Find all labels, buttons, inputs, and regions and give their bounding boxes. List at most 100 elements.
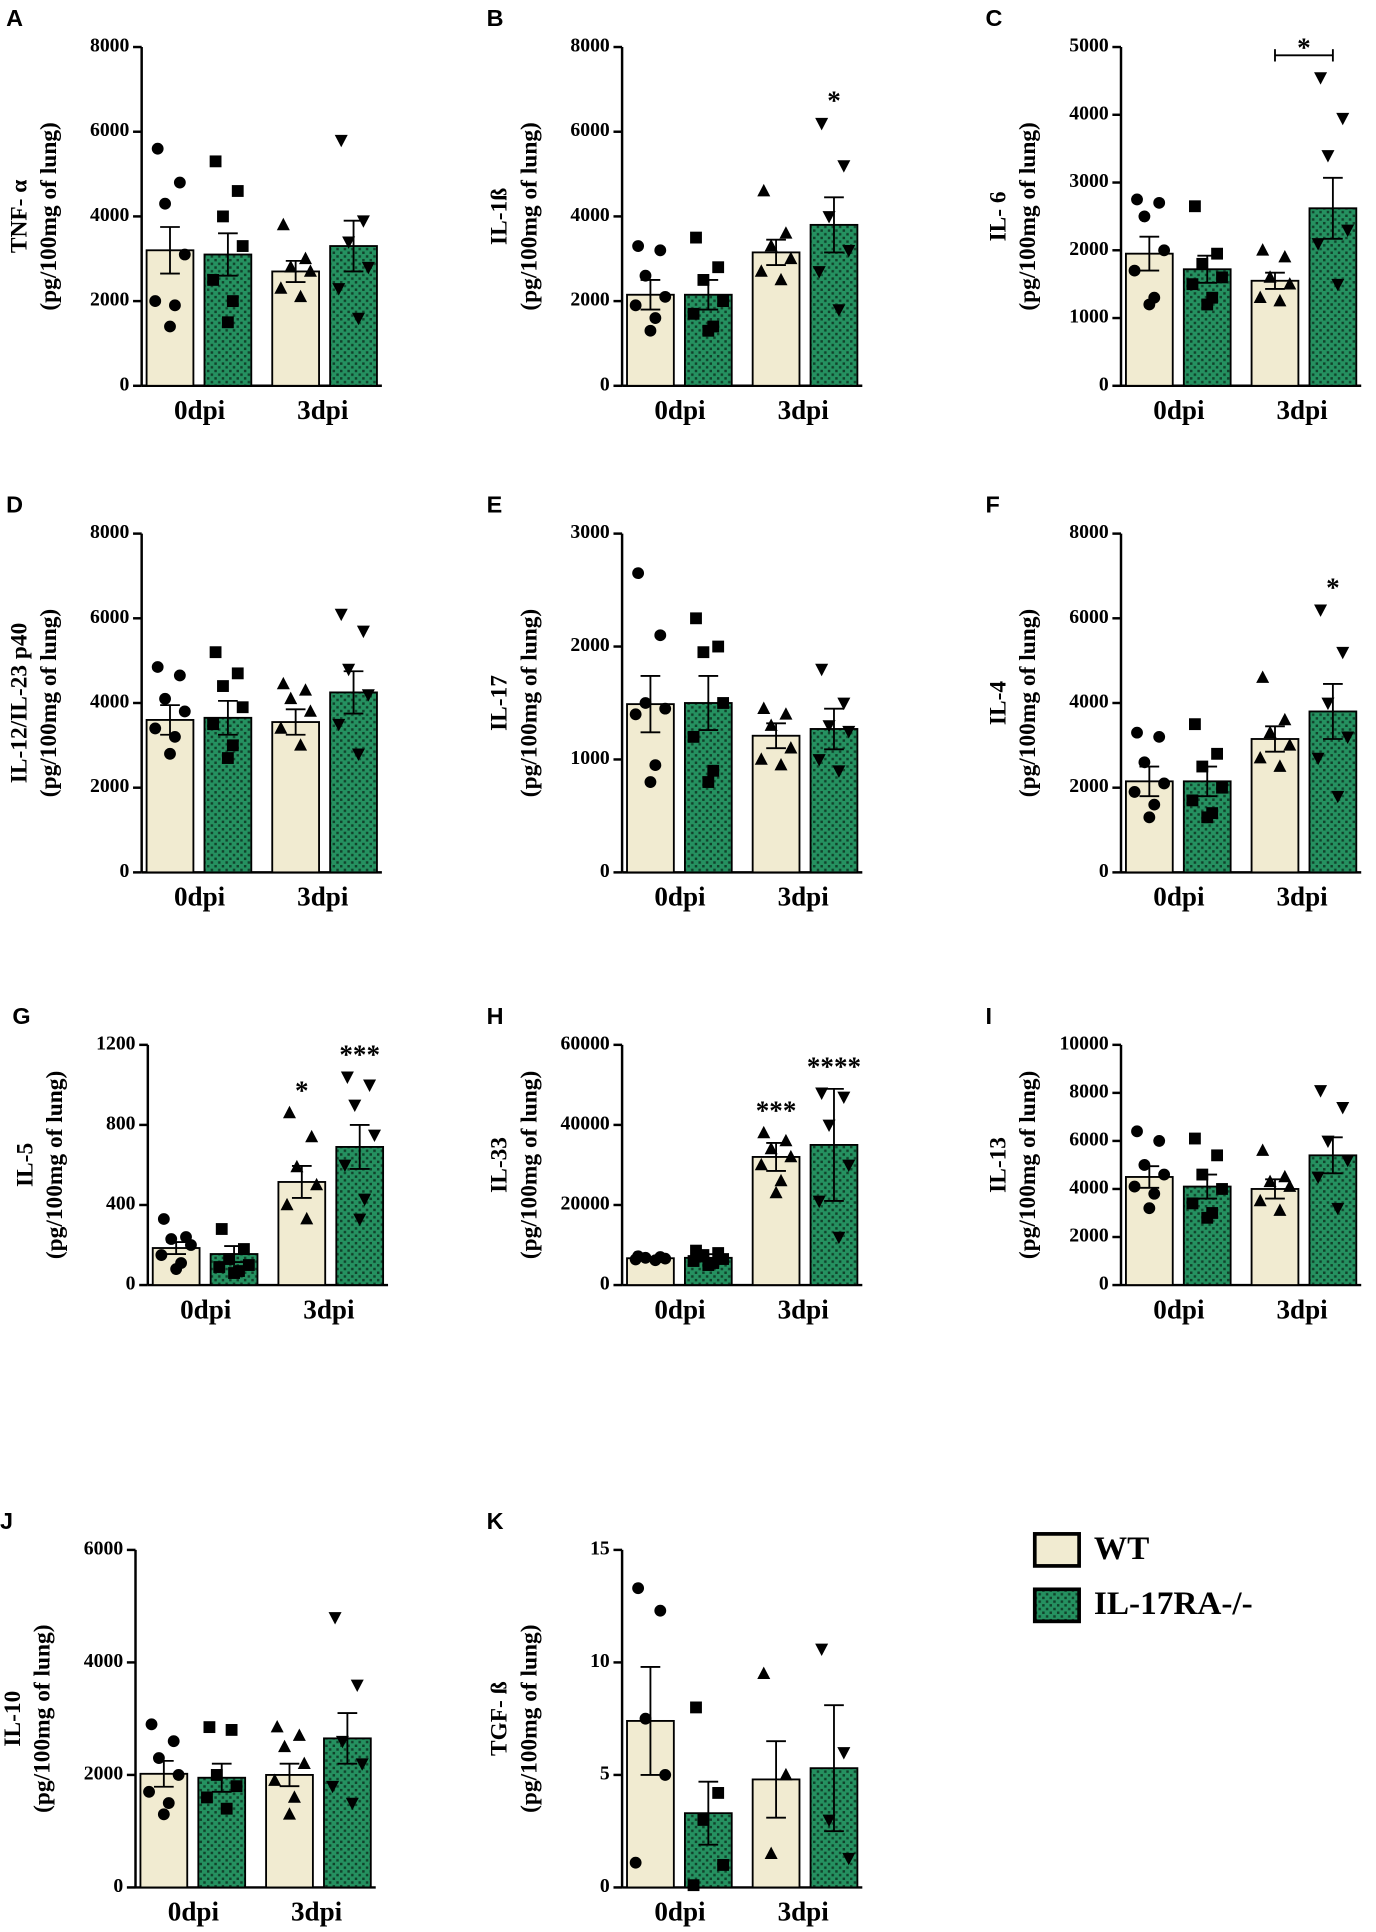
- data-point: [164, 320, 176, 333]
- data-point: [822, 211, 836, 224]
- y-tick-label: 4000: [1069, 1176, 1109, 1198]
- y-axis-unit: (pg/100mg of lung): [42, 1071, 68, 1259]
- significance-label: ***: [339, 1039, 380, 1069]
- data-point: [1138, 1159, 1151, 1171]
- data-point: [690, 1244, 702, 1257]
- bar: [271, 721, 320, 874]
- data-point: [629, 1253, 642, 1266]
- data-point: [169, 730, 181, 743]
- data-point: [629, 299, 642, 312]
- data-point: [764, 1141, 778, 1155]
- data-point: [815, 1643, 829, 1657]
- data-point: [649, 312, 662, 324]
- data-point: [1311, 238, 1325, 251]
- data-point: [822, 720, 836, 733]
- data-point: [351, 748, 365, 761]
- x-tick-label: 3dpi: [778, 1294, 830, 1324]
- data-point: [1283, 277, 1297, 290]
- data-point: [1314, 604, 1328, 617]
- data-point: [203, 1721, 216, 1734]
- data-point: [774, 758, 788, 771]
- significance-label: *: [295, 1075, 309, 1105]
- data-point: [242, 1259, 255, 1271]
- data-point: [294, 289, 308, 303]
- y-tick-label: 2000: [1069, 1225, 1109, 1247]
- y-axis-unit: (pg/100mg of lung): [516, 1071, 542, 1259]
- data-point: [1216, 271, 1228, 284]
- data-point: [356, 625, 370, 639]
- data-point: [1138, 210, 1151, 223]
- x-tick-label: 3dpi: [297, 395, 349, 425]
- error-bar: [1323, 176, 1343, 240]
- data-point: [1331, 1202, 1345, 1216]
- data-point: [779, 707, 793, 720]
- x-tick-label: 0dpi: [654, 882, 706, 912]
- data-point: [169, 299, 181, 312]
- data-point: [1153, 730, 1166, 743]
- data-point: [1331, 790, 1345, 804]
- data-point: [170, 1263, 183, 1275]
- data-point: [815, 1087, 829, 1100]
- y-tick-label: 2000: [90, 289, 130, 311]
- data-point: [832, 765, 846, 778]
- y-tick-label: 15: [590, 1537, 610, 1559]
- data-point: [217, 210, 229, 223]
- data-point: [1341, 731, 1355, 744]
- data-point: [1283, 738, 1297, 751]
- data-point: [1158, 1168, 1171, 1181]
- y-tick-label: 8000: [1069, 1080, 1109, 1102]
- data-point: [1321, 697, 1335, 711]
- data-point: [305, 1129, 319, 1143]
- data-point: [185, 1239, 197, 1251]
- error-bar: [824, 196, 844, 254]
- data-point: [268, 1773, 282, 1786]
- x-tick-label: 3dpi: [778, 1897, 830, 1927]
- data-point: [215, 1223, 228, 1235]
- data-point: [639, 697, 652, 709]
- data-point: [712, 1787, 725, 1799]
- y-tick-label: 10000: [1059, 1032, 1108, 1054]
- data-point: [351, 312, 365, 326]
- error-bar: [698, 674, 719, 732]
- y-tick-label: 0: [1099, 373, 1109, 395]
- data-point: [764, 238, 778, 252]
- x-tick-label: 3dpi: [778, 882, 830, 912]
- data-point: [1341, 224, 1355, 238]
- y-axis-label: IL- 6: [986, 191, 1012, 241]
- x-tick-label: 0dpi: [654, 1294, 706, 1324]
- y-axis-unit: (pg/100mg of lung): [516, 122, 542, 310]
- data-point: [1196, 257, 1209, 270]
- data-point: [297, 1756, 311, 1769]
- y-tick-label: 1000: [1069, 306, 1109, 328]
- data-point: [274, 721, 288, 734]
- data-point: [629, 708, 642, 721]
- data-point: [702, 1259, 715, 1271]
- data-point: [697, 1814, 710, 1826]
- data-point: [639, 269, 652, 282]
- data-point: [236, 240, 249, 252]
- data-point: [159, 692, 171, 705]
- data-point: [300, 1211, 314, 1225]
- data-point: [1131, 726, 1143, 739]
- data-point: [231, 667, 244, 680]
- significance-label: ***: [756, 1095, 797, 1125]
- error-bar: [1265, 725, 1285, 753]
- data-point: [350, 1679, 364, 1693]
- y-tick-label: 4000: [84, 1650, 124, 1672]
- data-point: [151, 142, 164, 155]
- data-point: [690, 1701, 702, 1714]
- data-point: [276, 217, 290, 231]
- data-point: [842, 1852, 856, 1866]
- data-point: [1128, 1180, 1141, 1193]
- data-point: [1128, 786, 1141, 798]
- data-point: [173, 176, 186, 189]
- data-point: [702, 776, 715, 788]
- data-point: [1336, 112, 1350, 126]
- y-axis-unit: (pg/100mg of lung): [1015, 122, 1041, 310]
- legend-swatch: [1032, 1587, 1081, 1624]
- data-point: [779, 1133, 793, 1147]
- data-point: [1314, 72, 1328, 85]
- data-point: [757, 183, 771, 197]
- data-point: [832, 304, 846, 317]
- data-point: [353, 1213, 367, 1227]
